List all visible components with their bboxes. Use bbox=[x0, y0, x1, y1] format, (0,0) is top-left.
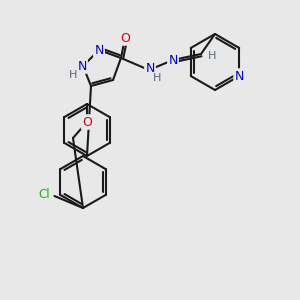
Text: O: O bbox=[82, 116, 92, 128]
Text: O: O bbox=[120, 32, 130, 44]
Text: N: N bbox=[168, 53, 178, 67]
Text: N: N bbox=[235, 70, 244, 83]
Text: N: N bbox=[145, 62, 155, 76]
Text: N: N bbox=[77, 59, 87, 73]
Text: H: H bbox=[153, 73, 161, 83]
Text: H: H bbox=[69, 70, 77, 80]
Text: Cl: Cl bbox=[39, 188, 50, 202]
Text: N: N bbox=[94, 44, 104, 56]
Text: H: H bbox=[208, 51, 216, 61]
